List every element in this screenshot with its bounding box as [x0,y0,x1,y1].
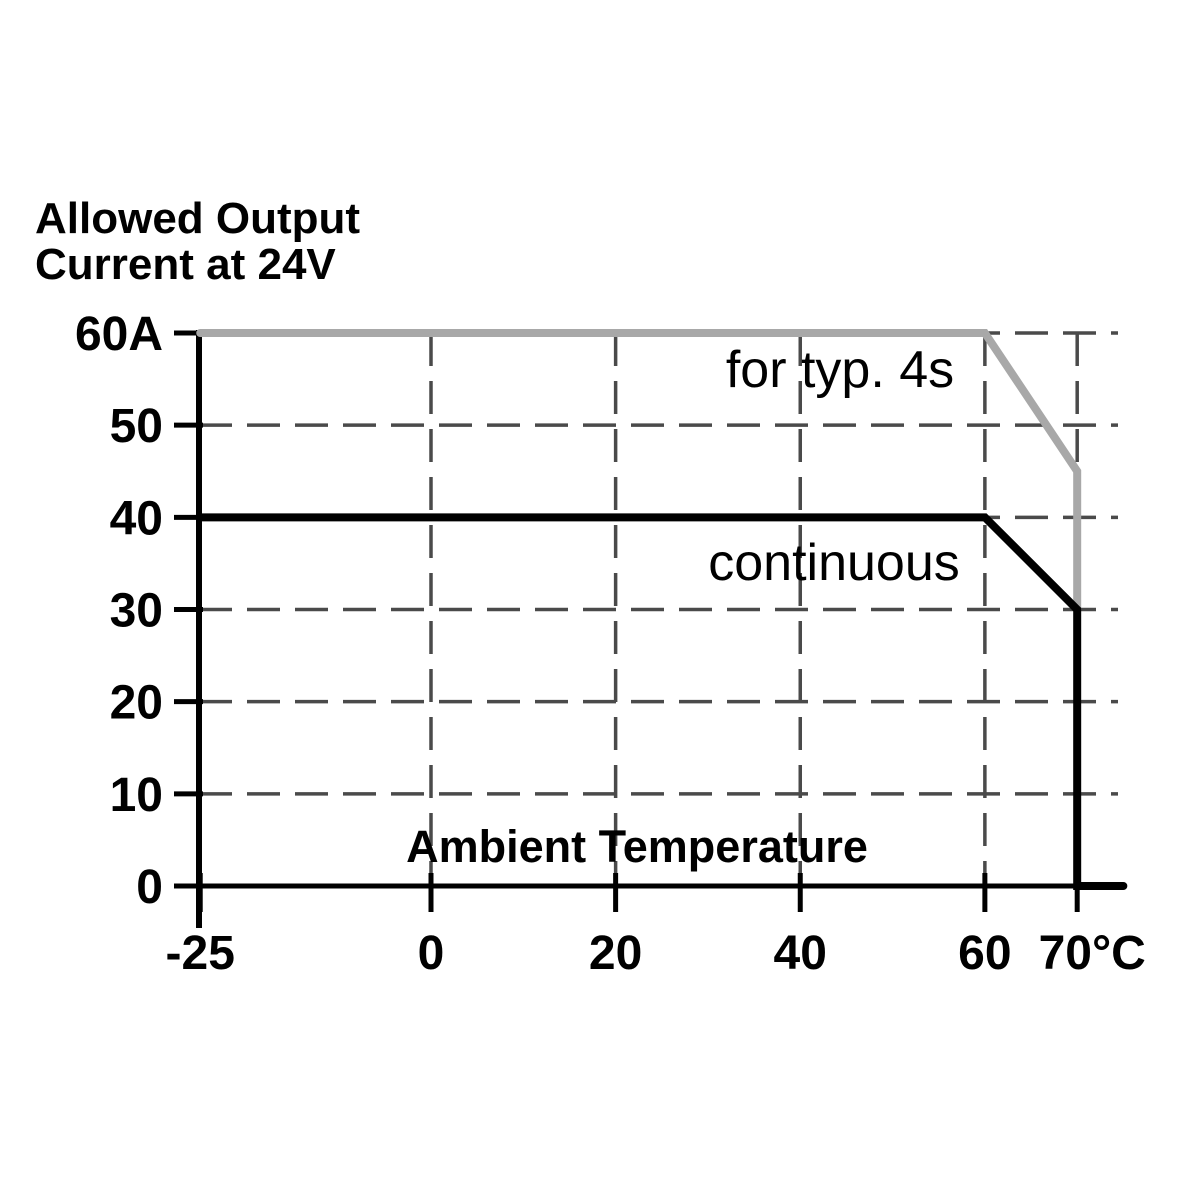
x-tick-label-20: 20 [589,927,642,980]
x-tick-label-40: 40 [774,927,827,980]
chart-title-line-1: Allowed Output [35,194,360,243]
data-series [196,328,1128,890]
x-tick-label-70: 70°C [1039,927,1146,980]
series-line-continuous [196,513,1128,890]
series-label-continuous: continuous [708,534,960,592]
x-tick-label-60: 60 [958,927,1011,980]
y-tick-label-10: 10 [110,769,163,822]
y-tick-label-60: 60A [75,308,163,361]
x-axis-title: Ambient Temperature [406,821,868,872]
chart-title-line-2: Current at 24V [35,240,336,289]
y-tick-label-20: 20 [110,677,163,730]
y-tick-label-40: 40 [110,492,163,545]
series-line-for-typ-4s [196,328,1082,614]
x-tick-label--25: -25 [166,927,235,980]
y-tick-label-50: 50 [110,400,163,453]
gridlines [199,331,1118,886]
axes [196,330,1123,928]
series-label-for-typ-4s: for typ. 4s [726,341,954,399]
y-tick-label-30: 30 [110,584,163,637]
x-tick-label-0: 0 [418,927,445,980]
y-tick-label-0: 0 [136,861,163,914]
axis-ticks [174,330,1080,912]
